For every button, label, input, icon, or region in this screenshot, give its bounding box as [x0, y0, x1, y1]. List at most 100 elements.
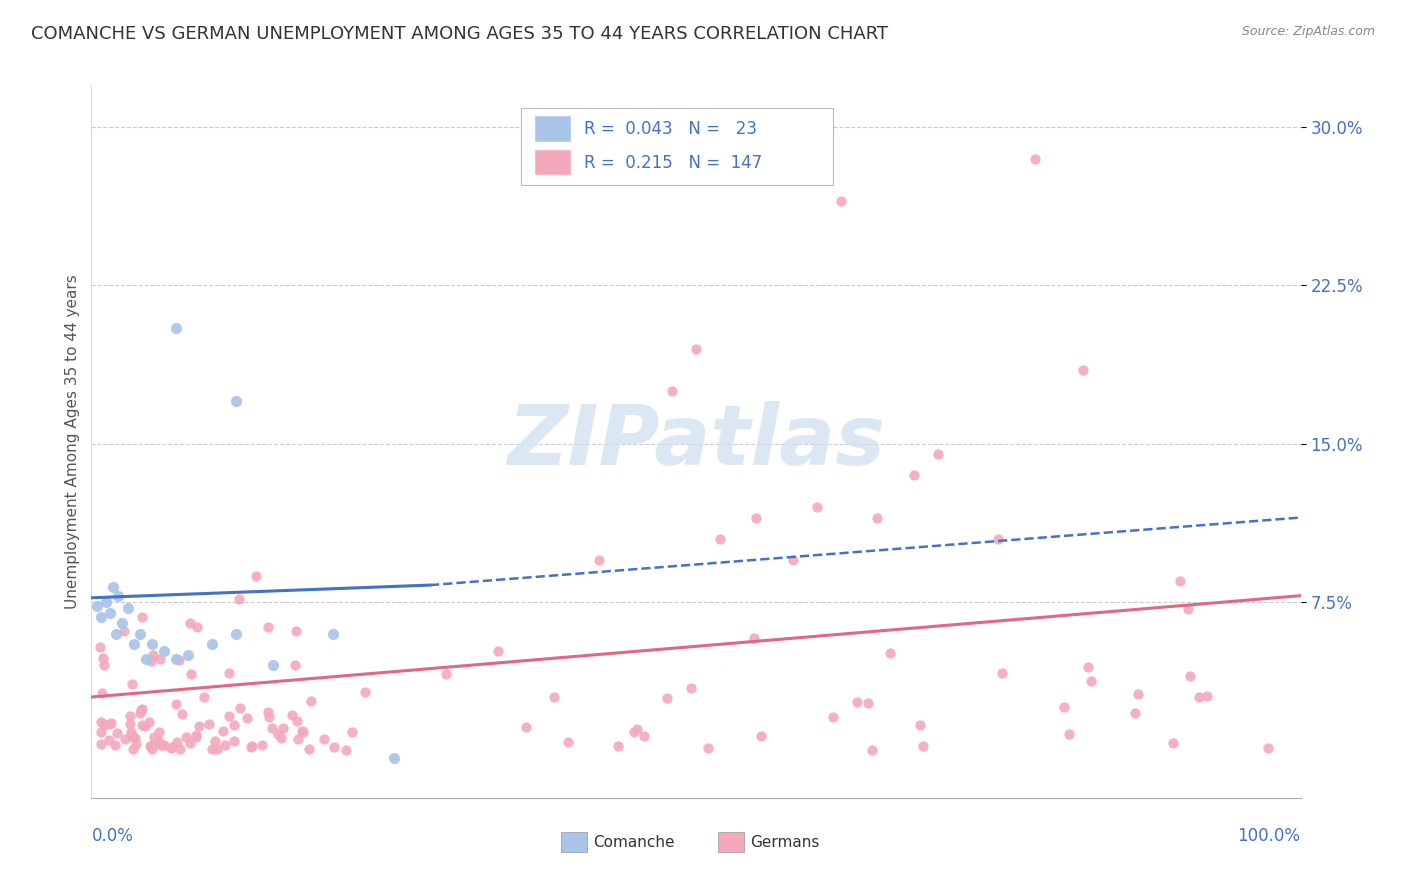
Text: ZIPatlas: ZIPatlas [508, 401, 884, 482]
Point [120, 724, 142, 739]
Point [94, 595, 117, 609]
Point [90, 609, 112, 624]
Point [90, 686, 112, 700]
Point [271, 721, 294, 735]
Point [1071, 363, 1094, 377]
FancyBboxPatch shape [536, 116, 571, 142]
Point [104, 626, 127, 640]
Point [117, 601, 139, 615]
Point [186, 728, 208, 742]
Point [284, 658, 307, 673]
Point [323, 739, 346, 754]
Point [845, 694, 868, 708]
FancyBboxPatch shape [561, 832, 588, 852]
Point [751, 729, 773, 743]
Point [1257, 741, 1279, 756]
Point [335, 742, 357, 756]
Point [98, 733, 121, 747]
Point [858, 697, 880, 711]
Point [342, 725, 364, 739]
Text: 100.0%: 100.0% [1237, 827, 1301, 845]
Point [166, 735, 188, 749]
Point [515, 720, 537, 734]
Point [160, 741, 183, 756]
Point [121, 742, 143, 756]
Point [830, 194, 852, 208]
Point [111, 616, 132, 631]
Point [128, 626, 150, 640]
Point [1180, 668, 1202, 682]
Point [193, 690, 215, 705]
Point [823, 710, 845, 724]
Point [782, 553, 804, 567]
Point [131, 610, 153, 624]
Point [152, 738, 174, 752]
Text: Source: ZipAtlas.com: Source: ZipAtlas.com [1241, 25, 1375, 38]
Point [225, 626, 247, 640]
Point [160, 739, 183, 754]
Point [222, 734, 245, 748]
Point [91, 651, 114, 665]
Point [86, 599, 108, 614]
Point [139, 654, 162, 668]
Point [588, 553, 610, 567]
Point [298, 742, 321, 756]
Point [657, 691, 679, 706]
Point [908, 718, 931, 732]
Point [131, 702, 153, 716]
Point [806, 500, 828, 514]
Point [93, 657, 115, 672]
Point [229, 700, 252, 714]
Point [681, 681, 703, 696]
Point [911, 739, 934, 754]
Point [180, 667, 202, 681]
Point [186, 620, 208, 634]
Point [1161, 736, 1184, 750]
Point [149, 651, 172, 665]
Point [153, 643, 176, 657]
Point [266, 727, 288, 741]
Point [101, 580, 124, 594]
Point [141, 742, 163, 756]
Point [1126, 687, 1149, 701]
Point [242, 739, 264, 753]
Point [285, 624, 308, 638]
Point [245, 569, 267, 583]
Point [114, 731, 136, 746]
Point [742, 631, 765, 645]
Point [179, 736, 201, 750]
Point [179, 615, 201, 630]
Point [299, 694, 322, 708]
Point [121, 677, 143, 691]
Point [122, 730, 145, 744]
Point [685, 342, 707, 356]
Point [89, 640, 111, 654]
Point [987, 532, 1010, 546]
Point [139, 739, 162, 753]
Point [218, 665, 240, 680]
Point [98, 606, 121, 620]
Point [262, 658, 284, 673]
Point [90, 725, 112, 739]
Point [169, 741, 191, 756]
FancyBboxPatch shape [717, 832, 744, 852]
Point [236, 711, 259, 725]
Text: 0.0%: 0.0% [91, 827, 134, 845]
Point [866, 510, 889, 524]
Point [1168, 574, 1191, 588]
Point [860, 743, 883, 757]
Point [129, 702, 152, 716]
Point [165, 697, 187, 711]
Point [100, 715, 122, 730]
Point [257, 705, 280, 719]
Point [927, 447, 949, 461]
Point [90, 737, 112, 751]
Point [990, 666, 1012, 681]
Point [141, 637, 163, 651]
Point [124, 731, 146, 745]
Point [1188, 690, 1211, 704]
Point [290, 723, 312, 738]
Point [240, 739, 263, 754]
Point [260, 722, 283, 736]
FancyBboxPatch shape [536, 150, 571, 176]
